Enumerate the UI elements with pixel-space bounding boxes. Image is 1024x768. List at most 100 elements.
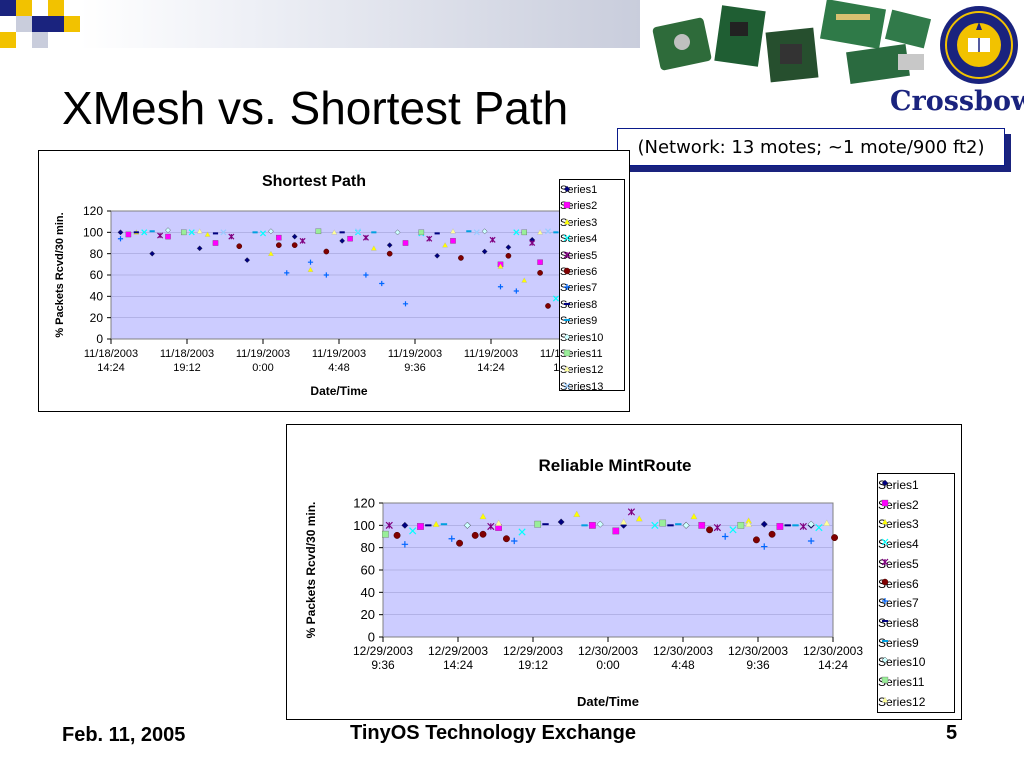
data-point: [544, 228, 552, 235]
legend-label: Series3: [560, 216, 598, 229]
series-series1: [117, 229, 536, 263]
data-point: [511, 537, 518, 545]
y-tick-label: 20: [361, 607, 375, 622]
legend-item: Series8: [560, 299, 597, 311]
y-axis-label: % Packets Rcvd/30 min.: [304, 502, 318, 639]
legend-marker: [563, 267, 571, 275]
data-point: [347, 235, 353, 242]
legend-item: Series9: [878, 636, 919, 650]
legend-label: Series9: [878, 635, 919, 650]
data-point: [117, 236, 124, 242]
legend-marker: [563, 382, 571, 390]
legend-label: Series7: [560, 282, 598, 295]
brand-logo: Crossbow: [890, 86, 1024, 122]
data-point: [807, 537, 815, 545]
series-series3: [432, 510, 753, 527]
data-point: [495, 519, 503, 526]
data-point: [635, 515, 643, 522]
data-point: [481, 228, 488, 235]
data-point: [450, 228, 456, 234]
x-tick-label: 0:00: [252, 362, 273, 374]
y-tick-label: 100: [353, 518, 375, 533]
data-point: [381, 530, 389, 538]
data-point: [545, 303, 551, 309]
data-point: [362, 234, 369, 241]
legend-marker: [563, 185, 571, 193]
data-point: [401, 541, 409, 548]
data-point: [204, 231, 211, 237]
x-axis-label: Date/Time: [577, 694, 639, 709]
data-point: [518, 528, 526, 536]
legend-label: Series12: [560, 364, 604, 377]
data-point: [307, 266, 314, 272]
data-point: [497, 263, 504, 269]
legend-marker: [881, 578, 889, 585]
data-point: [268, 250, 274, 256]
data-point: [181, 229, 187, 236]
data-point: [393, 531, 401, 539]
series-series4: [409, 521, 823, 536]
data-point: [745, 520, 753, 527]
legend-label: Series10: [878, 655, 926, 670]
reliable-mintroute-plot-svg: Reliable MintRoute 0 20 40 60 80 100 120 12/29/2…: [304, 456, 863, 709]
legend-label: Series11: [878, 675, 925, 689]
x-tick-label: 14:24: [97, 362, 125, 374]
legend-marker: [881, 676, 889, 684]
data-point: [117, 229, 124, 236]
reliable-mintroute-chart: Reliable MintRoute 0 20 40 60 80 100 120 12/29/2…: [286, 424, 962, 720]
x-tick-label: 14:24: [818, 658, 848, 672]
legend-item: Series3: [878, 517, 919, 531]
x-tick-label: 11/18/2003: [160, 348, 214, 360]
legend-label: Series5: [878, 556, 919, 571]
data-point: [157, 232, 164, 239]
legend-item: Series12: [560, 364, 603, 376]
legend-marker: [881, 479, 889, 487]
y-axis-label: % Packets Rcvd/30 min.: [54, 212, 66, 337]
legend-marker: [564, 319, 570, 322]
data-point: [212, 240, 219, 246]
legend-label: Series11: [560, 348, 603, 360]
y-tick-label: 120: [353, 496, 375, 511]
legend-marker: [563, 218, 571, 225]
y-tick-label: 100: [83, 226, 103, 240]
data-point: [299, 237, 306, 244]
legend-marker: [882, 619, 888, 622]
legend-label: Series9: [560, 315, 598, 328]
data-point: [244, 257, 251, 263]
x-tick-label: 12/29/2003: [353, 644, 413, 658]
x-tick-label: 19:12: [173, 362, 201, 374]
data-point: [463, 521, 471, 529]
series-series11: [181, 228, 527, 236]
data-point: [275, 242, 282, 248]
data-point: [315, 228, 322, 235]
y-tick-label: 0: [368, 630, 375, 645]
data-point: [698, 521, 706, 529]
legend-label: Series1: [560, 184, 598, 196]
data-point: [537, 229, 543, 235]
data-point: [481, 248, 488, 255]
data-point: [513, 288, 519, 294]
series-series11: [381, 519, 745, 538]
legend-item: Series13: [560, 381, 603, 393]
data-point: [552, 295, 559, 302]
x-tick-label: 12/29/2003: [428, 644, 488, 658]
data-point: [354, 228, 362, 235]
data-point: [402, 301, 409, 307]
series-series8: [425, 523, 791, 527]
data-point: [596, 520, 604, 528]
data-point: [505, 252, 512, 259]
data-point: [432, 520, 440, 527]
data-point: [815, 523, 823, 532]
data-point: [456, 539, 464, 547]
data-point: [768, 530, 776, 538]
data-point: [823, 519, 831, 526]
data-point: [268, 228, 274, 235]
data-point: [458, 255, 464, 261]
x-tick-label: 11/19/2003: [312, 348, 366, 360]
data-point: [729, 526, 737, 534]
legend-label: Series13: [560, 380, 604, 393]
data-point: [149, 250, 156, 257]
data-point: [807, 520, 815, 528]
data-point: [331, 229, 338, 235]
legend-marker: [881, 657, 889, 664]
